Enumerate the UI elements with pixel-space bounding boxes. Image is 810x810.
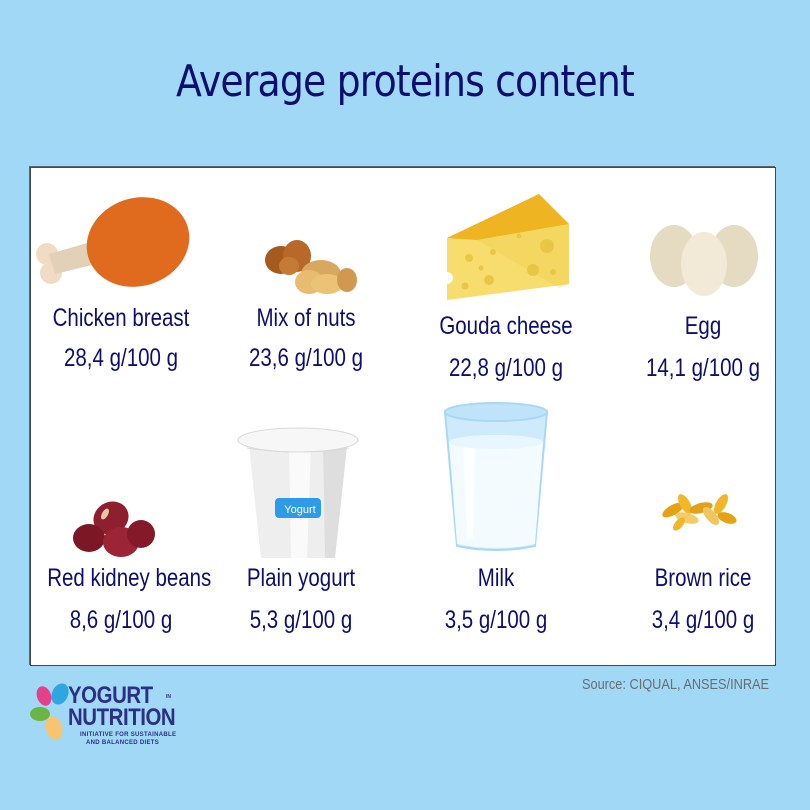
food-protein-value: 8,6 g/100 g: [69, 606, 173, 634]
food-item-gouda-cheese: Gouda cheese 22,8 g/100 g: [421, 168, 591, 408]
food-item-chicken-breast: Chicken breast 28,4 g/100 g: [31, 168, 211, 398]
food-protein-value: 28,4 g/100 g: [63, 344, 178, 372]
logo-tagline-1: INITIATIVE FOR SUSTAINABLE: [80, 732, 177, 738]
chicken-leg-icon: [36, 197, 190, 287]
food-name: Red kidney beans: [47, 564, 212, 592]
foods-panel: Chicken breast 28,4 g/100 g Mix of nuts …: [30, 167, 776, 666]
food-protein-value: 3,5 g/100 g: [444, 606, 548, 634]
food-item-brown-rice: Brown rice 3,4 g/100 g: [631, 418, 775, 638]
yogurt-in-nutrition-logo: YOGURT IN NUTRITION INITIATIVE FOR SUSTA…: [30, 680, 200, 760]
rice-icon: [662, 494, 737, 531]
food-item-mix-of-nuts: Mix of nuts 23,6 g/100 g: [231, 168, 381, 398]
yogurt-cup-label: Yogurt: [284, 504, 316, 516]
yogurt-cup-icon: [237, 427, 359, 558]
milk-glass-icon: [443, 402, 549, 551]
kidney-beans-icon: [73, 501, 155, 557]
food-item-plain-yogurt: Yogurt Plain yogurt 5,3 g/100 g: [221, 418, 381, 638]
logo-line2: NUTRITION: [68, 704, 176, 731]
logo-superscript: IN: [166, 694, 171, 700]
food-name: Mix of nuts: [256, 304, 356, 332]
food-name: Chicken breast: [52, 304, 190, 332]
food-protein-value: 23,6 g/100 g: [248, 344, 363, 372]
source-credit: Source: CIQUAL, ANSES/INRAE: [582, 676, 770, 693]
nuts-icon: [265, 240, 357, 294]
food-name: Milk: [477, 564, 515, 592]
food-protein-value: 14,1 g/100 g: [645, 354, 760, 382]
food-item-red-kidney-beans: Red kidney beans 8,6 g/100 g: [31, 418, 211, 638]
eggs-icon: [650, 225, 758, 296]
food-name: Brown rice: [654, 564, 752, 592]
food-name: Gouda cheese: [439, 312, 573, 340]
food-item-egg: Egg 14,1 g/100 g: [631, 168, 775, 408]
page-title: Average proteins content: [176, 56, 635, 107]
food-item-milk: Milk 3,5 g/100 g: [421, 402, 571, 638]
food-name: Plain yogurt: [246, 564, 356, 592]
food-protein-value: 3,4 g/100 g: [651, 606, 755, 634]
food-protein-value: 22,8 g/100 g: [448, 354, 563, 382]
food-protein-value: 5,3 g/100 g: [249, 606, 353, 634]
logo-line1: YOGURT: [68, 682, 153, 709]
food-name: Egg: [684, 312, 722, 340]
cheese-icon: [447, 194, 569, 300]
petals-logo-icon: [30, 683, 69, 740]
logo-tagline-2: AND BALANCED DIETS: [86, 740, 160, 746]
